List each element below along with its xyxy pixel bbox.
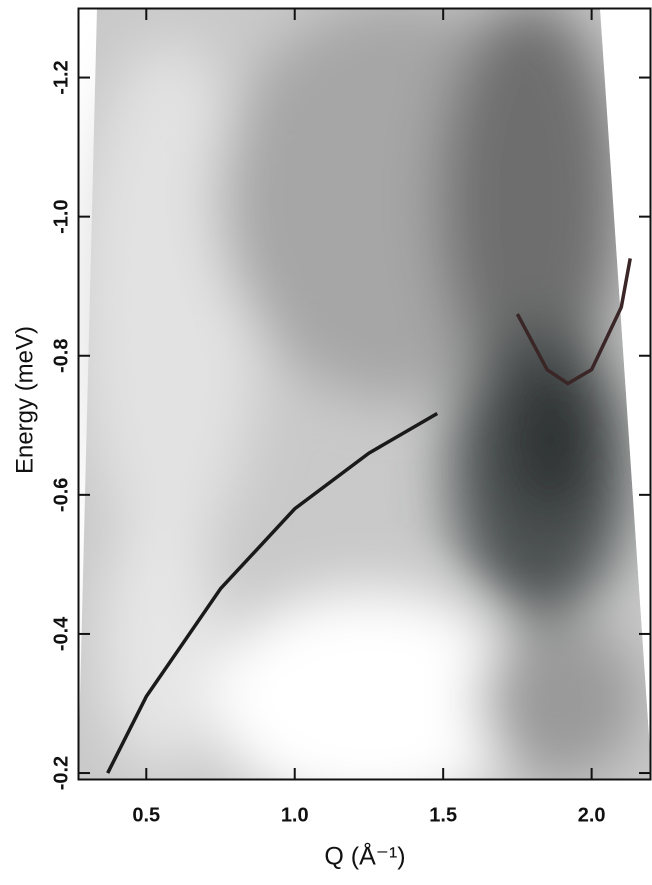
y-axis-label: Energy (meV) (11, 326, 38, 474)
x-tick-label: 2.0 (578, 804, 606, 826)
y-tick-label: -1.2 (50, 60, 72, 94)
y-tick-label: -0.2 (50, 756, 72, 790)
y-tick-label: -0.4 (50, 616, 72, 651)
x-axis-label: Q (Å⁻¹) (324, 841, 405, 871)
contour-map (78, 8, 651, 780)
y-tick-label: -0.8 (50, 339, 72, 373)
x-tick-label: 0.5 (132, 804, 160, 826)
x-tick-label: 1.5 (429, 804, 457, 826)
plot-frame (77, 7, 652, 781)
x-tick-label: 1.0 (281, 804, 309, 826)
y-tick-label: -0.6 (50, 478, 72, 512)
y-tick-label: -1.0 (50, 199, 72, 233)
curve (106, 411, 439, 774)
curve (515, 258, 632, 386)
